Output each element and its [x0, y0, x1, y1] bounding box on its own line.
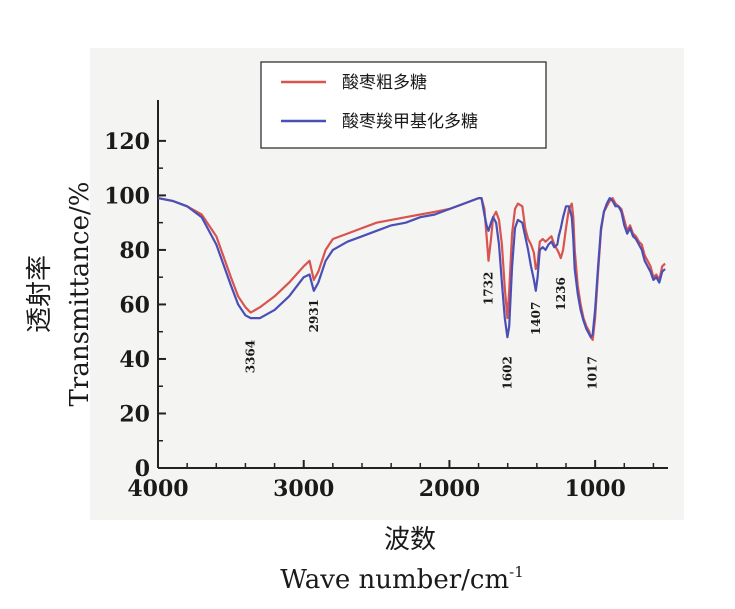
- x-axis-label-en: Wave number/cm-1: [280, 563, 524, 595]
- legend: 酸枣粗多糖 酸枣羧甲基化多糖: [260, 61, 547, 149]
- y-tick-label: 0: [135, 456, 150, 482]
- peak-label: 1017: [586, 356, 600, 389]
- y-axis-label-cn: 透射率: [25, 255, 55, 333]
- y-tick-label: 120: [104, 129, 150, 155]
- legend-label-carboxymethyl: 酸枣羧甲基化多糖: [342, 112, 478, 132]
- x-tick-label: 1000: [565, 476, 626, 502]
- x-axis-label-en-main: Wave number/cm: [280, 565, 509, 595]
- y-axis-label-en: Transmittance/%: [65, 182, 95, 407]
- peak-label: 1236: [554, 277, 568, 310]
- series-line-1: [157, 197, 666, 339]
- peak-label: 1732: [482, 272, 496, 305]
- peak-label: 1602: [500, 356, 514, 389]
- y-tick-label: 80: [119, 238, 150, 264]
- peak-label: 3364: [244, 340, 258, 373]
- x-tick-label: 3000: [273, 476, 334, 502]
- y-tick-label: 60: [119, 292, 150, 318]
- x-axis-label-cn: 波数: [384, 525, 436, 555]
- peak-label: 2931: [307, 299, 321, 332]
- peak-annotations: 3364 2931 1732 1602 1407 1236 1017: [244, 272, 600, 390]
- y-tick-label: 100: [104, 183, 150, 209]
- y-tick-label: 20: [119, 401, 150, 427]
- x-axis-ticks: 4000 3000 2000 1000: [127, 460, 655, 502]
- x-tick-label: 4000: [127, 476, 188, 502]
- legend-box: [260, 61, 547, 149]
- x-tick-label: 2000: [419, 476, 480, 502]
- y-axis-ticks: 0 20 40 60 80 100 120: [104, 129, 166, 482]
- y-tick-label: 40: [119, 347, 150, 373]
- series-lines: [157, 197, 666, 341]
- x-axis-label-en-sup: -1: [509, 563, 524, 581]
- peak-label: 1407: [529, 302, 543, 335]
- legend-label-crude: 酸枣粗多糖: [342, 73, 427, 93]
